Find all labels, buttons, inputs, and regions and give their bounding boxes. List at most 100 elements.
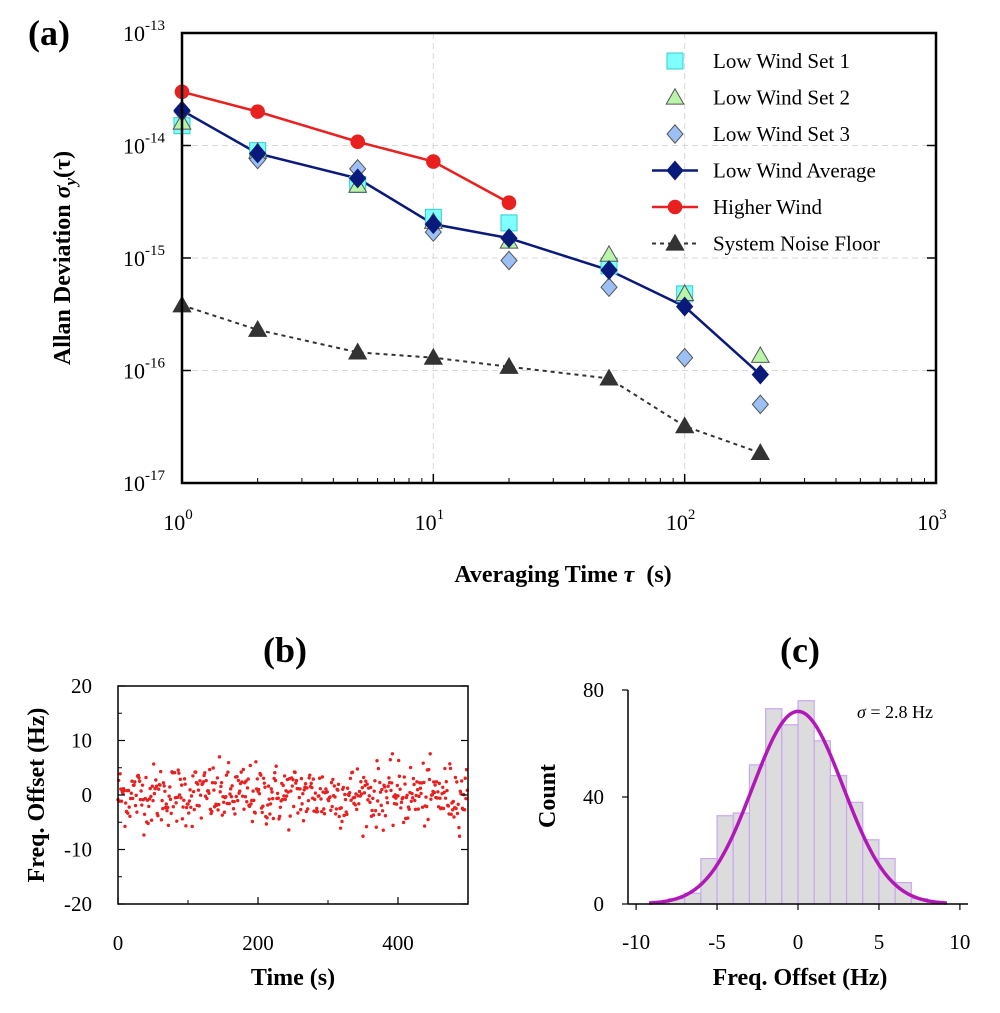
low-wind-set-3-point [600, 277, 618, 298]
scatter-point [261, 776, 266, 780]
scatter-point [317, 776, 322, 780]
scatter-point [305, 786, 309, 790]
scatter-point [399, 800, 404, 805]
scatter-point [380, 787, 384, 792]
c-x-tick-label: 5 [874, 930, 885, 954]
scatter-point [281, 783, 285, 788]
scatter-point [121, 791, 125, 796]
scatter-point [294, 778, 299, 783]
scatter-point [158, 783, 162, 787]
scatter-point [372, 789, 376, 793]
scatter-point [370, 808, 374, 813]
panel-a-x-ticks: 100 101 102 103 [163, 474, 947, 535]
scatter-point [219, 780, 224, 785]
scatter-point [303, 782, 308, 786]
scatter-point [383, 785, 387, 789]
scatter-point [434, 780, 439, 784]
scatter-point [182, 777, 187, 781]
x-tick-base: 10 [415, 510, 437, 535]
scatter-point [309, 781, 313, 786]
scatter-point [156, 787, 161, 791]
b-y-tick-label: 0 [82, 783, 93, 807]
panel-a-label: (a) [28, 13, 70, 53]
scatter-point [253, 811, 257, 815]
scatter-point [173, 770, 177, 775]
scatter-point [462, 808, 467, 812]
scatter-point [179, 796, 183, 800]
scatter-point [441, 785, 445, 789]
scatter-point [432, 780, 436, 784]
scatter-point [119, 799, 124, 803]
scatter-point [166, 805, 170, 810]
scatter-point [300, 802, 304, 806]
scatter-point [352, 795, 357, 800]
scatter-point [123, 824, 127, 829]
scatter-point [184, 824, 188, 828]
system-noise-floor-point [599, 368, 619, 386]
scatter-point [151, 798, 155, 803]
b-y-tick-label: 20 [71, 674, 92, 698]
scatter-point [150, 784, 154, 788]
scatter-point [450, 808, 455, 812]
scatter-point [257, 792, 262, 796]
scatter-point [164, 802, 168, 806]
scatter-point [362, 775, 366, 780]
scatter-point [425, 804, 429, 809]
scatter-point [152, 791, 157, 796]
scatter-point [124, 801, 128, 805]
panel-b-y-axis-title: Freq. Offset (Hz) [24, 708, 50, 883]
scatter-point [204, 778, 208, 783]
scatter-point [180, 783, 184, 787]
scatter-point [147, 797, 152, 801]
x-tick-base: 10 [917, 510, 939, 535]
scatter-point [198, 779, 202, 783]
scatter-point [317, 794, 321, 798]
scatter-point [426, 817, 430, 822]
legend-low-wind-set-2-label: Low Wind Set 2 [713, 86, 850, 110]
scatter-point [251, 789, 255, 793]
scatter-point [444, 780, 448, 784]
scatter-point [367, 794, 371, 798]
scatter-point [359, 780, 363, 784]
scatter-point [283, 797, 287, 802]
scatter-point [192, 807, 196, 812]
scatter-point [385, 796, 389, 800]
scatter-point [375, 759, 379, 763]
legend-system-noise-floor-label: System Noise Floor [713, 232, 880, 256]
scatter-point [402, 775, 406, 779]
scatter-point [149, 794, 153, 799]
scatter-point [339, 806, 343, 810]
legend-low-wind-set-3-marker [666, 124, 684, 144]
scatter-point [129, 791, 133, 795]
scatter-point [220, 813, 224, 817]
panel-b-label: (b) [263, 630, 307, 670]
scatter-point [374, 825, 378, 829]
scatter-point [407, 807, 411, 811]
scatter-point [163, 789, 167, 793]
scatter-point [362, 791, 367, 795]
scatter-point [271, 796, 275, 801]
scatter-point [364, 824, 369, 829]
system-noise-floor-point [247, 319, 268, 337]
histogram-bar [813, 740, 831, 905]
scatter-point [379, 803, 383, 808]
scatter-point [178, 777, 182, 782]
scatter-point [464, 796, 468, 801]
scatter-point [438, 796, 442, 800]
scatter-point [140, 783, 145, 787]
low-wind-average-line [181, 109, 762, 376]
scatter-point [336, 788, 340, 792]
scatter-point [325, 790, 329, 794]
scatter-point [397, 774, 402, 778]
x-tick-exponent: 2 [688, 507, 696, 523]
low-wind-set-3-point [676, 347, 694, 368]
scatter-point [134, 793, 138, 798]
y-tick-label: 10-16 [123, 356, 165, 384]
higher-wind-point [501, 195, 517, 211]
scatter-point [162, 784, 166, 788]
scatter-point [357, 802, 361, 806]
scatter-point [167, 794, 171, 798]
x-tick-label: 101 [415, 507, 445, 535]
